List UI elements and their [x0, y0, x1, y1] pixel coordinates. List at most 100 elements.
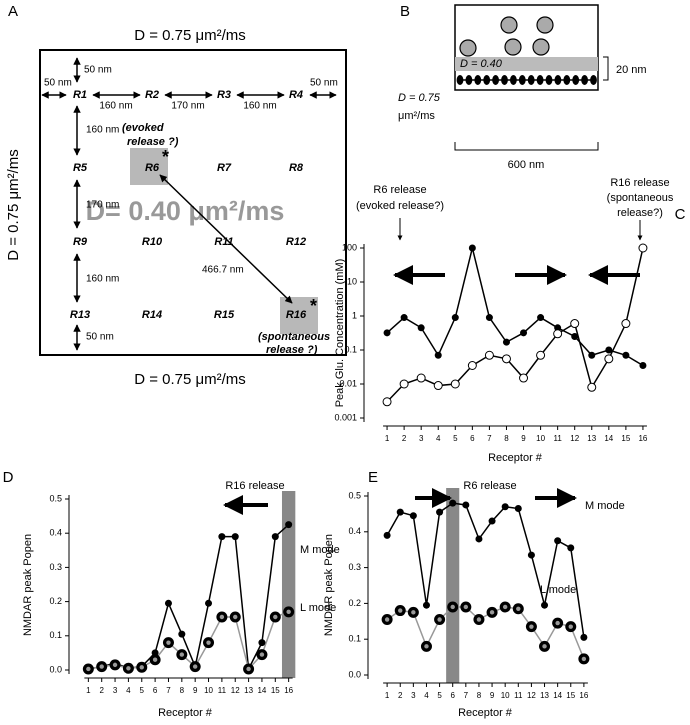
distance-label: 466.7 nm — [202, 265, 244, 276]
x-tick-label: 7 — [464, 691, 469, 700]
series-label: M mode — [585, 500, 625, 512]
marker-core — [568, 624, 573, 629]
series-line — [386, 606, 585, 660]
diffusion-label: D = 0.75 μm²/ms — [134, 27, 246, 44]
y-tick-label: 0.1 — [348, 634, 361, 644]
receptor-bead — [572, 75, 580, 85]
marker — [621, 319, 631, 329]
marker — [519, 373, 529, 383]
receptor-label: R8 — [289, 162, 304, 174]
y-axis-label: Peak Glu. Concentration (mM) — [334, 259, 346, 408]
marker — [450, 379, 460, 389]
panel-a: A D = 0.75 μm²/ms D = 0.75 μm²/ms D = 0.… — [5, 3, 347, 388]
marker — [527, 551, 535, 559]
marker — [638, 243, 648, 253]
receptor-bead — [483, 75, 491, 85]
x-tick-label: 10 — [536, 434, 545, 443]
receptor-bead — [510, 75, 517, 85]
marker-core — [424, 644, 429, 649]
y-axis-label: NMDAR peak Popen — [323, 534, 335, 636]
receptor-label: R5 — [73, 162, 88, 174]
receptor-label: R12 — [286, 236, 306, 248]
receptor-bead — [581, 75, 588, 85]
series-label: M mode — [300, 544, 340, 556]
marker — [588, 351, 596, 359]
series-line — [88, 611, 289, 671]
bracket — [454, 142, 599, 151]
x-tick-label: 3 — [113, 686, 118, 695]
x-tick-label: 1 — [385, 691, 390, 700]
receptor-bead — [456, 75, 464, 85]
marker — [587, 382, 597, 392]
y-tick-label: 0.001 — [334, 412, 357, 422]
star: * — [162, 147, 169, 167]
x-tick-label: 14 — [553, 691, 562, 700]
distance-label: 160 nm — [243, 101, 276, 112]
marker-core — [463, 604, 469, 610]
distance-label: 160 nm — [86, 125, 119, 136]
receptor-grid: R1 R2 R3 R4 R5 R6 R7 R8 R9 R10 R11 R12 R13 R14 R15 R16 — [70, 89, 307, 321]
receptor-bead — [474, 75, 482, 85]
receptor-label: R16 — [286, 309, 307, 321]
highlight-band — [281, 491, 296, 678]
x-tick-label: 11 — [553, 434, 562, 443]
y-tick-label: 0.1 — [344, 344, 357, 354]
marker-core — [476, 617, 482, 622]
marker — [396, 508, 404, 516]
height-label: 20 nm — [616, 64, 647, 76]
spontaneous-note: release ?) — [266, 344, 318, 356]
receptor-bead — [518, 75, 526, 85]
cleft — [455, 57, 598, 71]
marker — [399, 379, 409, 389]
marker-core — [529, 624, 534, 629]
outside-label: μm²/ms — [398, 110, 435, 122]
star: * — [310, 296, 317, 316]
vesicles — [459, 16, 554, 57]
receptor-label: R9 — [73, 236, 88, 248]
receptor-bead — [465, 75, 473, 85]
marker-core — [86, 666, 91, 672]
marker — [605, 346, 613, 354]
y-tick-label: 1 — [352, 310, 357, 320]
width-label: 600 nm — [508, 159, 545, 171]
marker — [436, 508, 444, 516]
marker-core — [152, 657, 158, 662]
x-tick-label: 6 — [450, 691, 455, 700]
x-tick-label: 12 — [570, 434, 579, 443]
marker-core — [411, 610, 416, 615]
marker — [205, 599, 213, 607]
receptor-bead — [590, 75, 597, 85]
marker — [434, 351, 442, 359]
y-tick-label: 0.4 — [348, 526, 361, 536]
marker-core — [581, 656, 587, 662]
y-tick-label: 0.5 — [348, 490, 361, 500]
marker — [416, 373, 426, 383]
marker — [475, 535, 483, 543]
receptor-label: R11 — [214, 236, 233, 248]
marker — [449, 499, 457, 507]
receptor-label: R2 — [145, 89, 159, 101]
y-tick-label: 0.3 — [49, 562, 62, 572]
marker — [271, 533, 279, 541]
marker — [467, 361, 477, 371]
marker — [554, 537, 562, 545]
receptor-label: R7 — [217, 162, 232, 174]
x-tick-label: 4 — [126, 686, 131, 695]
receptor-label: R10 — [142, 236, 163, 248]
marker — [462, 501, 470, 509]
x-tick-label: 5 — [453, 434, 458, 443]
marker-core — [398, 608, 403, 613]
distance-label: 50 nm — [84, 65, 112, 76]
marker — [554, 324, 562, 332]
x-tick-label: 8 — [180, 686, 185, 695]
x-tick-label: 8 — [504, 434, 509, 443]
x-tick-label: 12 — [231, 686, 240, 695]
x-tick-label: 13 — [587, 434, 596, 443]
marker-core — [542, 644, 547, 649]
marker-core — [139, 665, 144, 670]
marker — [537, 314, 545, 322]
marker-core — [273, 614, 278, 620]
receptor-label: R3 — [217, 89, 231, 101]
x-axis-label: Receptor # — [158, 707, 213, 719]
x-tick-label: 6 — [153, 686, 158, 695]
